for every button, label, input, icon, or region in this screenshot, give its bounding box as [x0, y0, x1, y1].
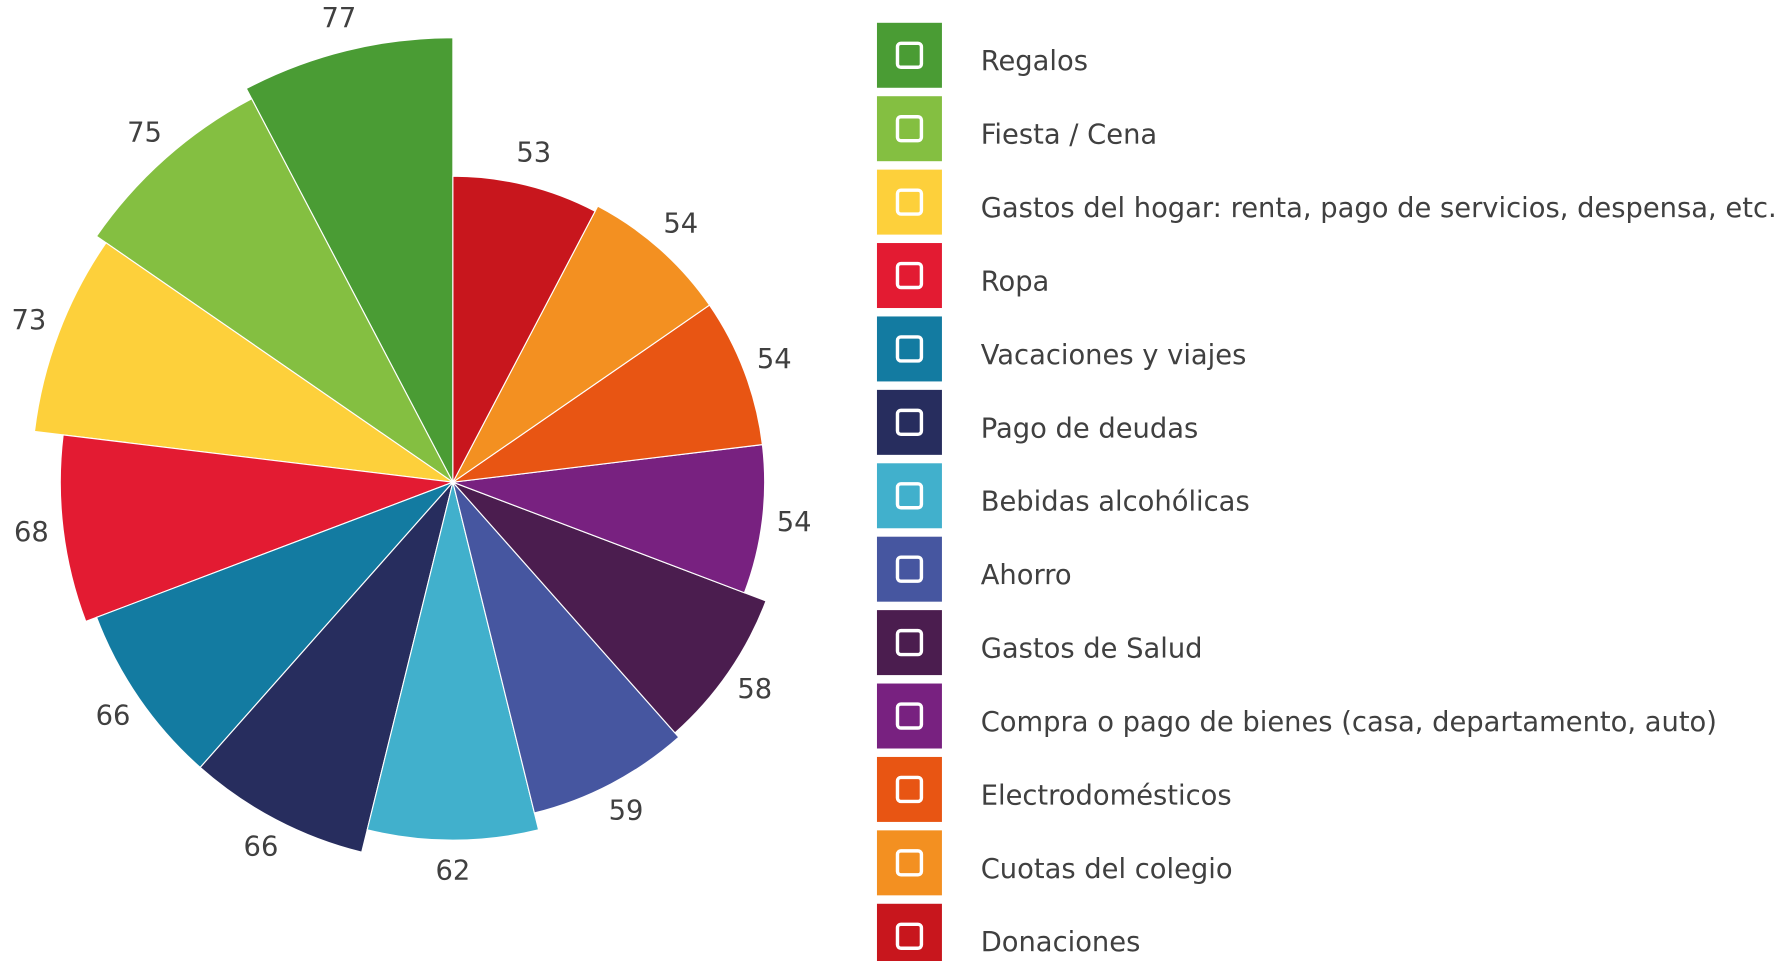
legend-label: Electrodomésticos — [981, 780, 1232, 811]
legend-icon — [876, 830, 942, 896]
slice — [452, 205, 711, 483]
value-label: 62 — [435, 856, 470, 887]
value-label: 54 — [663, 208, 698, 239]
legend-icon — [876, 756, 942, 822]
value-label: 53 — [516, 138, 551, 169]
legend-icon-glyph — [895, 188, 924, 216]
slice — [59, 434, 454, 623]
slice — [452, 304, 764, 483]
legend-icon — [876, 683, 942, 749]
legend-label: Pago de deudas — [981, 413, 1199, 444]
legend-icon-glyph — [895, 702, 924, 730]
legend-icon — [876, 169, 942, 235]
legend-icon — [876, 536, 942, 602]
value-label: 68 — [14, 517, 49, 548]
value-label: 66 — [244, 831, 279, 862]
legend-icon-glyph — [895, 849, 924, 877]
legend-icon — [876, 610, 942, 676]
legend-icon — [876, 389, 942, 455]
legend-label: Gastos del hogar: renta, pago de servici… — [981, 193, 1777, 224]
value-label: 75 — [127, 118, 162, 149]
legend-icon — [876, 22, 942, 88]
value-label: 59 — [609, 796, 644, 827]
slice — [95, 481, 454, 769]
legend-label: Gastos de Salud — [981, 634, 1203, 665]
legend-icon-glyph — [895, 482, 924, 510]
legend-icon-glyph — [895, 775, 924, 804]
slice — [452, 481, 767, 734]
slice — [452, 481, 680, 814]
legend-icon-glyph — [895, 408, 924, 437]
slice — [452, 175, 596, 483]
legend-icon — [876, 903, 942, 961]
value-label: 66 — [96, 700, 131, 731]
slice — [199, 481, 454, 853]
legend-icon-glyph — [895, 628, 924, 657]
legend-icon-glyph — [895, 261, 924, 290]
legend-label: Ropa — [981, 266, 1050, 297]
slice — [245, 37, 454, 483]
legend-icon-glyph — [895, 41, 924, 69]
value-label: 58 — [737, 674, 772, 705]
legend-icon — [876, 96, 942, 162]
legend-icon — [876, 463, 942, 529]
legend-label: Ahorro — [981, 560, 1072, 591]
legend-label: Cuotas del colegio — [981, 854, 1233, 885]
value-label: 54 — [777, 507, 812, 538]
legend-label: Bebidas alcohólicas — [981, 487, 1250, 518]
legend-icon-glyph — [895, 335, 924, 363]
legend-label: Regalos — [981, 46, 1088, 77]
legend-icon-glyph — [895, 555, 924, 583]
value-label: 54 — [757, 344, 792, 375]
legend-icon — [876, 243, 942, 309]
slice — [366, 482, 540, 841]
legend-icon-glyph — [895, 115, 924, 143]
slice — [33, 241, 454, 483]
legend-label: Compra o pago de bienes (casa, departame… — [981, 707, 1717, 738]
legend-label: Donaciones — [981, 927, 1141, 958]
legend-label: Fiesta / Cena — [981, 120, 1157, 151]
slice — [95, 97, 454, 483]
legend-label: Vacaciones y viajes — [981, 340, 1247, 371]
legend-icon — [876, 316, 942, 382]
value-label: 77 — [321, 3, 356, 34]
slice — [452, 443, 766, 594]
legend-icon-glyph — [895, 922, 924, 950]
value-label: 73 — [12, 305, 47, 336]
